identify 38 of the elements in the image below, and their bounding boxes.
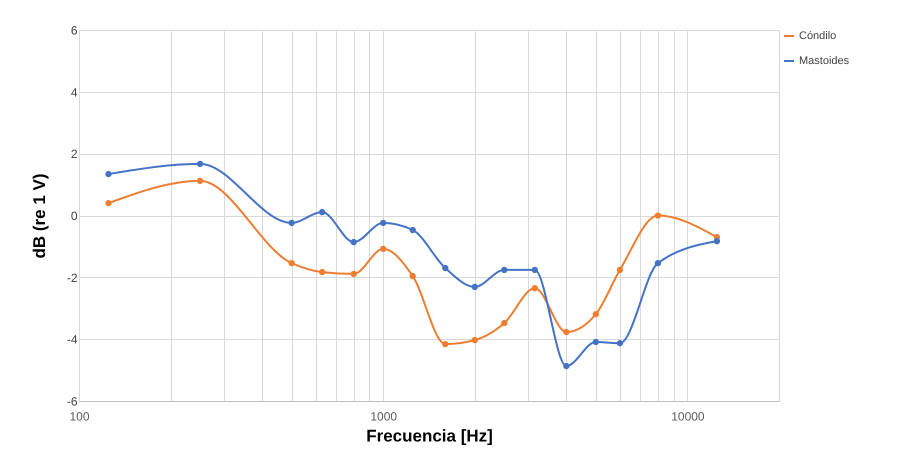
legend-label: Mastoides: [799, 55, 850, 67]
point: [592, 310, 600, 318]
point: [288, 220, 295, 226]
point: [319, 268, 326, 276]
point: [501, 266, 508, 274]
x-axis-title: Frecuencia [Hz]: [366, 426, 493, 446]
point: [288, 260, 295, 266]
point: [410, 226, 416, 234]
x-tick-label: 100: [69, 410, 90, 424]
y-tick-label: 2: [70, 147, 78, 162]
y-tick-label: -2: [66, 270, 78, 285]
point: [350, 270, 357, 278]
point: [532, 266, 538, 274]
point: [592, 338, 600, 346]
point: [501, 320, 508, 326]
point: [410, 272, 416, 280]
x-tick-label: 1000: [370, 410, 398, 424]
point: [319, 208, 326, 216]
y-tick-label: 6: [70, 24, 78, 38]
y-tick-label: -6: [66, 394, 78, 408]
point: [563, 328, 570, 336]
point: [472, 284, 478, 290]
x-tick-label: 10000: [671, 410, 705, 424]
y-tick-label: -4: [66, 332, 78, 347]
point: [563, 362, 570, 370]
y-tick-label: 4: [70, 85, 78, 100]
point: [472, 336, 478, 344]
point: [654, 212, 662, 219]
point: [350, 238, 357, 246]
point: [380, 220, 386, 226]
point: [442, 264, 448, 272]
y-tick-label: 0: [70, 209, 78, 223]
point: [532, 285, 538, 292]
point: [654, 260, 662, 266]
point: [442, 340, 448, 348]
point: [380, 246, 386, 252]
legend-label: Cóndilo: [799, 30, 836, 42]
y-axis-title: dB (re 1 V): [30, 173, 49, 259]
